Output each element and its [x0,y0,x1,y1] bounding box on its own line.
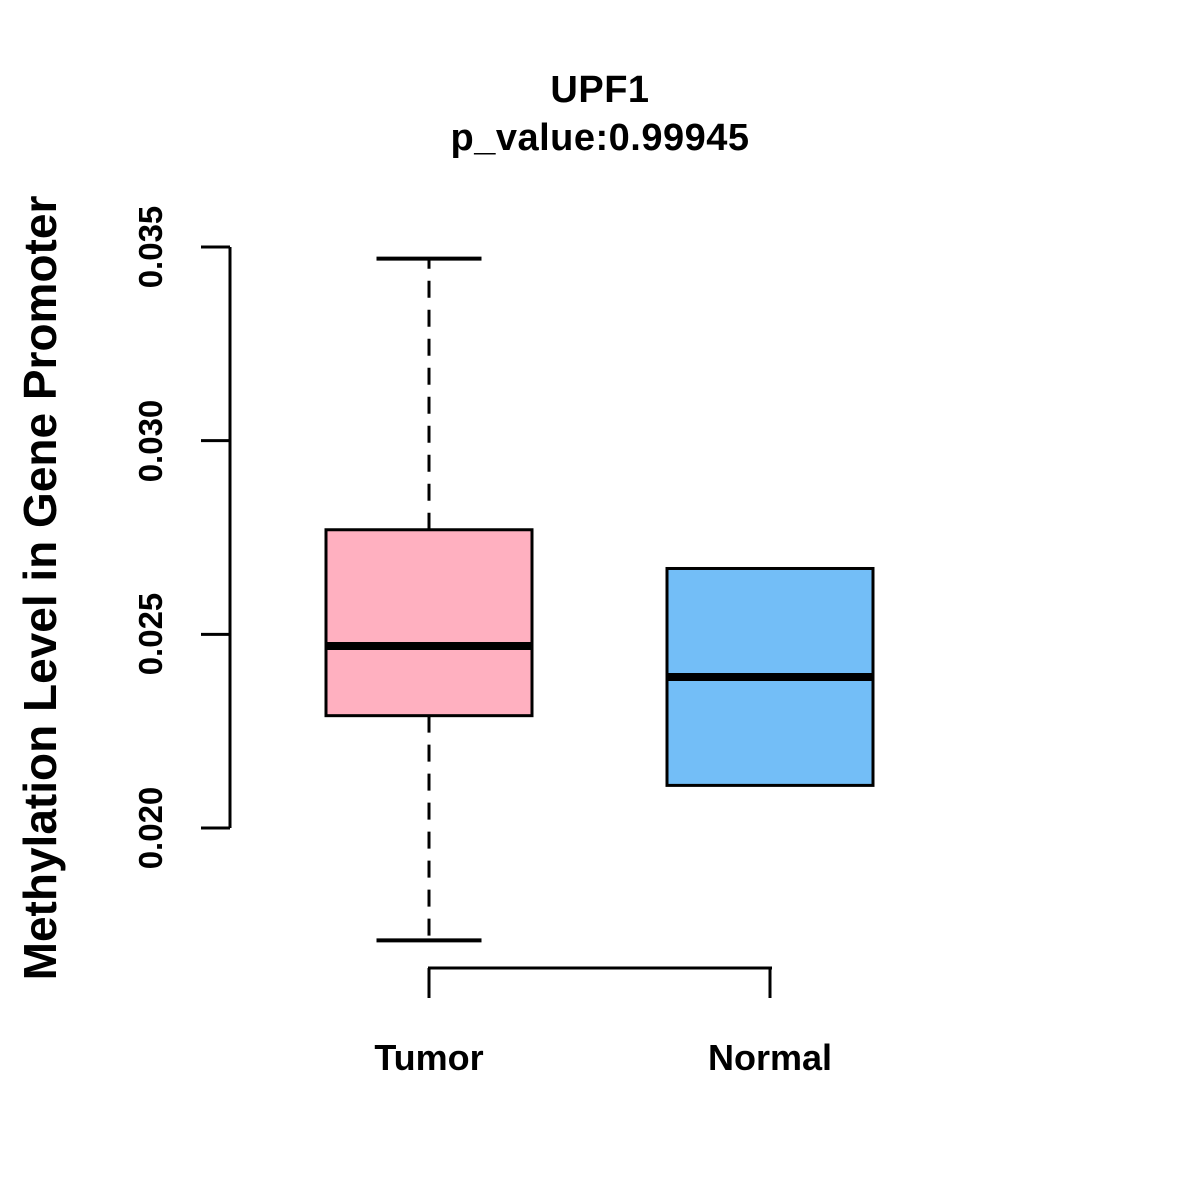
y-tick-label-0035: 0.035 [132,205,169,289]
x-category-label-normal: Normal [707,1037,833,1078]
chart-subtitle-pvalue: p_value:0.99945 [450,117,750,159]
y-axis-title: Methylation Level in Gene Promoter [14,195,66,981]
y-tick-label-0025: 0.025 [132,593,169,676]
y-tick-label-0030: 0.030 [132,399,169,482]
chart-title: UPF1 [550,69,650,111]
x-category-label-tumor: Tumor [374,1037,484,1078]
y-tick-label-0020: 0.020 [132,786,169,870]
box-tumor [324,528,534,718]
chart-title-block: UPF1 p_value:0.99945 [0,66,1200,162]
